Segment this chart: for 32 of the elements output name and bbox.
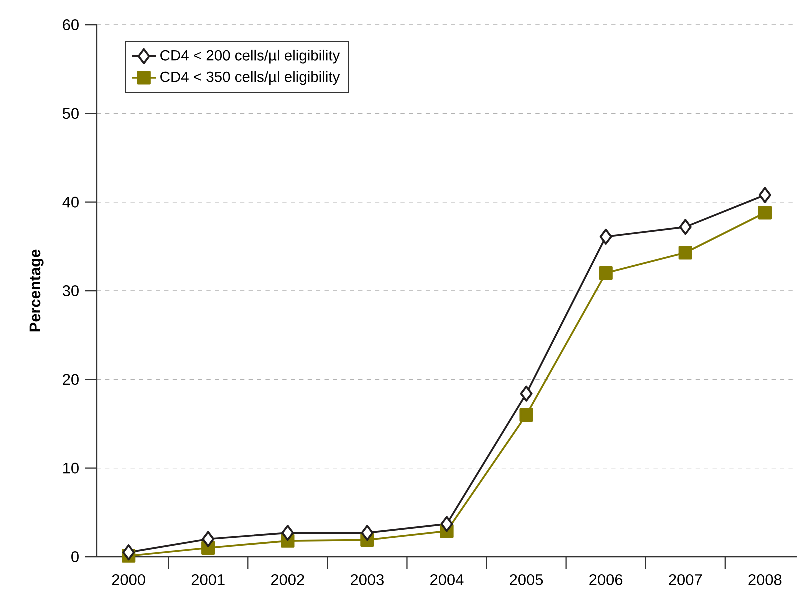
y-axis-title: Percentage [30, 250, 44, 332]
point [520, 408, 534, 422]
point [679, 219, 692, 236]
x-tick-label: 2005 [510, 574, 544, 586]
point [202, 531, 215, 548]
y-tick-label: 30 [62, 286, 79, 296]
x-tick-label: 2003 [351, 574, 384, 586]
point [122, 544, 136, 561]
y-tick-label: 40 [62, 196, 79, 208]
point [600, 228, 612, 245]
y-tick-label: 50 [62, 108, 79, 120]
point [758, 187, 772, 204]
y-tick-label: 60 [63, 20, 79, 30]
y-tick-label: 20 [63, 374, 79, 386]
point [361, 525, 374, 542]
point [440, 516, 454, 532]
point [758, 206, 772, 220]
point [599, 266, 613, 280]
x-tick-label: 2008 [748, 574, 782, 586]
y-tick-label: 10 [64, 462, 79, 474]
point [282, 525, 294, 542]
x-tick-label: 2007 [669, 574, 702, 586]
x-tick-label: 2006 [590, 574, 623, 586]
y-tick-label: 0 [72, 552, 79, 562]
legend-label: CD4 < 200 cells/µl eligibility [160, 50, 340, 64]
x-tick-label: 2004 [430, 574, 464, 586]
x-tick-label: 2001 [192, 574, 225, 586]
point [678, 246, 692, 260]
x-tick-label: 2000 [112, 574, 146, 586]
point [520, 386, 533, 402]
legend-label: CD4 < 350 cells/µl eligibility [160, 71, 340, 86]
x-tick-label: 2002 [271, 574, 304, 586]
